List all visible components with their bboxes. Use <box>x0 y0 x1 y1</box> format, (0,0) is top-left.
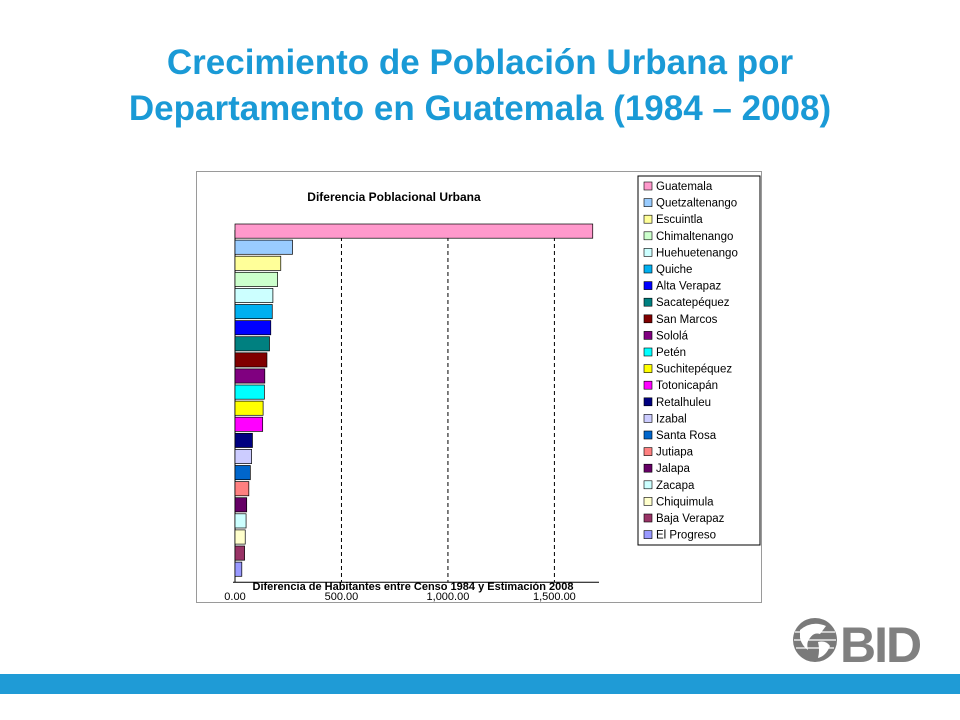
bar <box>234 336 270 352</box>
legend-label: Quetzaltenango <box>656 198 737 210</box>
legend-swatch <box>643 397 653 407</box>
bar <box>234 255 282 271</box>
bid-logo-text: BID <box>840 617 921 668</box>
bar <box>234 432 253 448</box>
legend-label: Chiquimula <box>656 496 714 508</box>
legend-swatch <box>643 497 653 506</box>
legend-label: Jutiapa <box>656 447 694 459</box>
x-tick-label: 500.00 <box>325 591 359 603</box>
bar <box>234 352 268 368</box>
globe-icon <box>793 618 837 662</box>
legend-label: Escuintla <box>656 214 703 226</box>
legend-swatch <box>643 314 653 324</box>
bar <box>234 239 293 255</box>
x-axis-label: Diferencia de Habitantes entre Censo 198… <box>253 581 574 593</box>
slide-title-line-1: Crecimiento de Población Urbana por <box>166 43 794 82</box>
legend-swatch <box>643 430 653 440</box>
legend-label: Izabal <box>656 413 687 425</box>
legend-label: Quiche <box>656 264 692 276</box>
bar <box>234 384 265 400</box>
legend-label: Chimaltenango <box>656 231 733 243</box>
bar <box>234 288 274 303</box>
bar <box>234 223 594 239</box>
bar <box>234 400 264 416</box>
legend-label: Zacapa <box>656 480 695 492</box>
legend-swatch <box>643 530 653 539</box>
bar <box>234 465 251 481</box>
bar <box>234 368 266 384</box>
x-tick-label: 0.00 <box>224 591 245 603</box>
legend-box <box>637 175 761 546</box>
slide-title-line-2: Departamento en Guatemala (1984 – 2008) <box>128 89 832 128</box>
bar <box>234 561 243 577</box>
legend-swatch <box>643 380 653 390</box>
legend-swatch <box>643 281 653 290</box>
legend-swatch <box>643 231 653 241</box>
bar <box>234 497 248 513</box>
chart: Diferencia Poblacional Urbana 0.00 500.00… <box>224 175 761 603</box>
slide-title: Crecimiento de Población Urbana por Depa… <box>40 40 920 132</box>
legend-label: Santa Rosa <box>656 430 717 442</box>
bid-logo: BID <box>793 617 923 668</box>
bar <box>234 513 247 529</box>
legend-label: Huehuetenango <box>656 247 738 259</box>
legend-label: San Marcos <box>656 314 718 326</box>
legend-label: Sololá <box>656 330 689 342</box>
legend-swatch <box>643 414 653 423</box>
footer-bar <box>0 674 960 694</box>
bar <box>234 416 264 432</box>
legend-label: Alta Verapaz <box>656 281 721 293</box>
legend-label: Jalapa <box>656 463 690 475</box>
legend-label: Retalhuleu <box>656 397 711 409</box>
bar <box>234 529 246 545</box>
legend-label: Suchitepéquez <box>656 364 732 376</box>
legend-swatch <box>643 364 653 373</box>
legend-label: El Progreso <box>656 530 716 542</box>
legend-label: Sacatepéquez <box>656 297 730 309</box>
legend-label: Guatemala <box>656 181 713 193</box>
legend-swatch <box>643 347 653 357</box>
legend-swatch <box>643 447 653 456</box>
legend-label: Totonicapán <box>656 380 718 392</box>
legend-swatch <box>643 513 653 523</box>
legend-swatch <box>643 181 653 191</box>
chart-frame: Diferencia Poblacional Urbana 0.00 500.00… <box>196 171 762 603</box>
x-axis: 0.00 500.00 1,000.00 1,500.00 <box>224 581 599 603</box>
bar <box>234 304 273 320</box>
legend-swatch <box>643 264 653 274</box>
legend-swatch <box>643 463 653 473</box>
bars <box>234 223 594 577</box>
legend-swatch <box>643 198 653 207</box>
bar <box>234 449 252 464</box>
x-tick-label: 1,500.00 <box>533 591 576 603</box>
legend-swatch <box>643 214 653 224</box>
legend-swatch <box>643 331 653 340</box>
bar <box>234 545 245 561</box>
bar <box>234 271 278 287</box>
bar <box>234 481 250 497</box>
legend-swatch <box>643 248 653 257</box>
grid-lines <box>234 230 555 583</box>
legend-label: Baja Verapaz <box>656 513 725 525</box>
bar <box>234 320 272 336</box>
legend-swatch <box>643 480 653 490</box>
legend-label: Petén <box>656 347 686 359</box>
legend-swatch <box>643 297 653 307</box>
legend: Guatemala Quetzaltenango Escuintla Chimalte… <box>637 175 761 546</box>
chart-title: Diferencia Poblacional Urbana <box>307 190 481 204</box>
x-tick-label: 1,000.00 <box>427 591 470 603</box>
